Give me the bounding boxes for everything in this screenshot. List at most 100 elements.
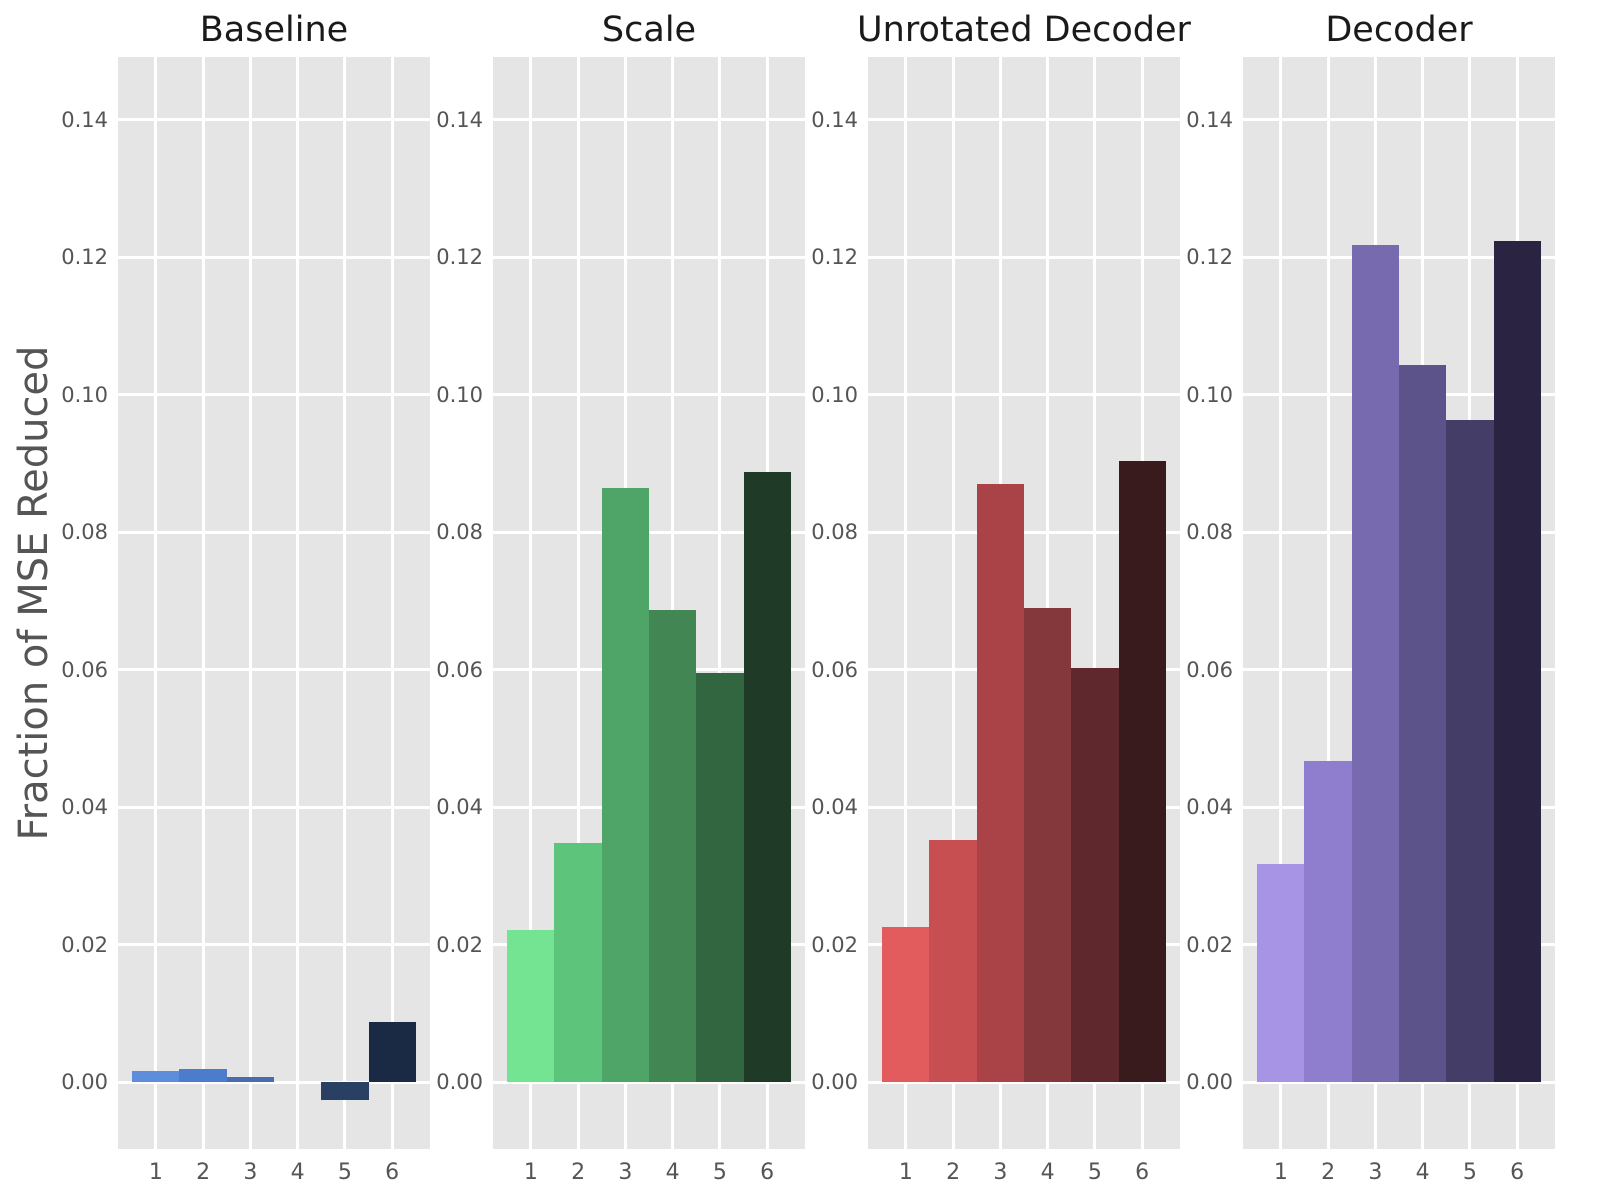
gridline-v [1093, 57, 1097, 1149]
y-tick-label: 0.12 [811, 245, 858, 270]
x-tick-label: 2 [1321, 1160, 1336, 1185]
y-tick-label: 0.12 [436, 245, 483, 270]
gridline-v [951, 57, 955, 1149]
gridline-v [248, 57, 252, 1149]
y-tick-label: 0.10 [1186, 382, 1233, 407]
y-tick-label: 0.14 [1186, 107, 1233, 132]
y-tick-label: 0.06 [1186, 657, 1233, 682]
y-tick-label: 0.06 [436, 657, 483, 682]
x-tick-label: 6 [1135, 1160, 1150, 1185]
x-tick-label: 1 [523, 1160, 538, 1185]
x-tick-label: 2 [196, 1160, 211, 1185]
gridline-v [1279, 57, 1283, 1149]
gridline-h [493, 1080, 805, 1084]
y-tick-label: 0.14 [811, 107, 858, 132]
gridline-h [868, 393, 1180, 397]
y-tick-label: 0.08 [61, 520, 108, 545]
x-tick-label: 1 [898, 1160, 913, 1185]
gridline-v [390, 57, 394, 1149]
x-tick-label: 1 [1273, 1160, 1288, 1185]
gridline-v [1046, 57, 1050, 1149]
x-tick-label: 3 [993, 1160, 1008, 1185]
bar-baseline-3 [226, 1076, 274, 1083]
y-tick-label: 0.02 [811, 932, 858, 957]
gridline-h [118, 805, 430, 809]
subplot-title: Decoder [1325, 10, 1473, 50]
y-tick-label: 0.00 [61, 1070, 108, 1095]
gridline-h [868, 255, 1180, 259]
y-tick-label: 0.04 [811, 795, 858, 820]
plot-area [1243, 57, 1555, 1149]
gridline-h [118, 668, 430, 672]
gridline-h [493, 530, 805, 534]
y-tick-label: 0.14 [61, 107, 108, 132]
plot-area [868, 57, 1180, 1149]
gridline-h [493, 393, 805, 397]
gridline-h [1243, 255, 1555, 259]
x-tick-label: 4 [665, 1160, 680, 1185]
bar-decoder-5 [1446, 419, 1494, 1083]
bar-scale-1 [507, 929, 555, 1083]
plot-area [118, 57, 430, 1149]
bar-scale-4 [649, 609, 697, 1083]
y-tick-label: 0.10 [811, 382, 858, 407]
gridline-h [1243, 118, 1555, 122]
bar-baseline-5 [321, 1082, 369, 1101]
bar-decoder-3 [1351, 244, 1399, 1083]
bar-baseline-1 [132, 1070, 180, 1083]
gridline-h [118, 530, 430, 534]
gridline-v [201, 57, 205, 1149]
y-tick-label: 0.08 [436, 520, 483, 545]
bar-unrotated-decoder-2 [929, 840, 977, 1083]
y-tick-label: 0.04 [1186, 795, 1233, 820]
bar-scale-3 [601, 488, 649, 1083]
x-tick-label: 4 [1040, 1160, 1055, 1185]
gridline-v [529, 57, 533, 1149]
bar-decoder-1 [1257, 863, 1305, 1083]
x-tick-label: 5 [1462, 1160, 1477, 1185]
bar-decoder-2 [1304, 761, 1352, 1083]
x-tick-label: 5 [712, 1160, 727, 1185]
x-tick-label: 3 [618, 1160, 633, 1185]
y-tick-label: 0.04 [61, 795, 108, 820]
y-tick-label: 0.02 [436, 932, 483, 957]
gridline-v [1326, 57, 1330, 1149]
y-tick-label: 0.12 [1186, 245, 1233, 270]
gridline-h [868, 118, 1180, 122]
x-tick-label: 3 [243, 1160, 258, 1185]
y-tick-label: 0.06 [811, 657, 858, 682]
x-tick-label: 3 [1368, 1160, 1383, 1185]
gridline-h [118, 393, 430, 397]
bar-scale-2 [554, 843, 602, 1083]
gridline-h [118, 1080, 430, 1084]
gridline-h [118, 118, 430, 122]
x-tick-label: 4 [1415, 1160, 1430, 1185]
bar-unrotated-decoder-3 [976, 484, 1024, 1083]
bar-unrotated-decoder-5 [1071, 668, 1119, 1083]
plot-area [493, 57, 805, 1149]
bar-decoder-4 [1399, 365, 1447, 1083]
y-tick-label: 0.12 [61, 245, 108, 270]
x-tick-label: 2 [571, 1160, 586, 1185]
bar-unrotated-decoder-4 [1024, 607, 1072, 1083]
x-tick-label: 5 [337, 1160, 352, 1185]
gridline-v [671, 57, 675, 1149]
y-tick-label: 0.10 [436, 382, 483, 407]
gridline-h [118, 255, 430, 259]
bar-scale-6 [743, 471, 791, 1083]
x-tick-label: 2 [946, 1160, 961, 1185]
bar-decoder-6 [1493, 240, 1541, 1083]
x-tick-label: 5 [1087, 1160, 1102, 1185]
bar-baseline-6 [368, 1022, 416, 1083]
y-tick-label: 0.00 [1186, 1070, 1233, 1095]
y-tick-label: 0.14 [436, 107, 483, 132]
subplot-title: Unrotated Decoder [857, 10, 1191, 50]
x-tick-label: 4 [290, 1160, 305, 1185]
y-axis-label: Fraction of MSE Reduced [11, 345, 57, 841]
x-tick-label: 6 [385, 1160, 400, 1185]
bar-scale-5 [696, 672, 744, 1083]
y-tick-label: 0.02 [1186, 932, 1233, 957]
gridline-v [343, 57, 347, 1149]
gridline-v [904, 57, 908, 1149]
